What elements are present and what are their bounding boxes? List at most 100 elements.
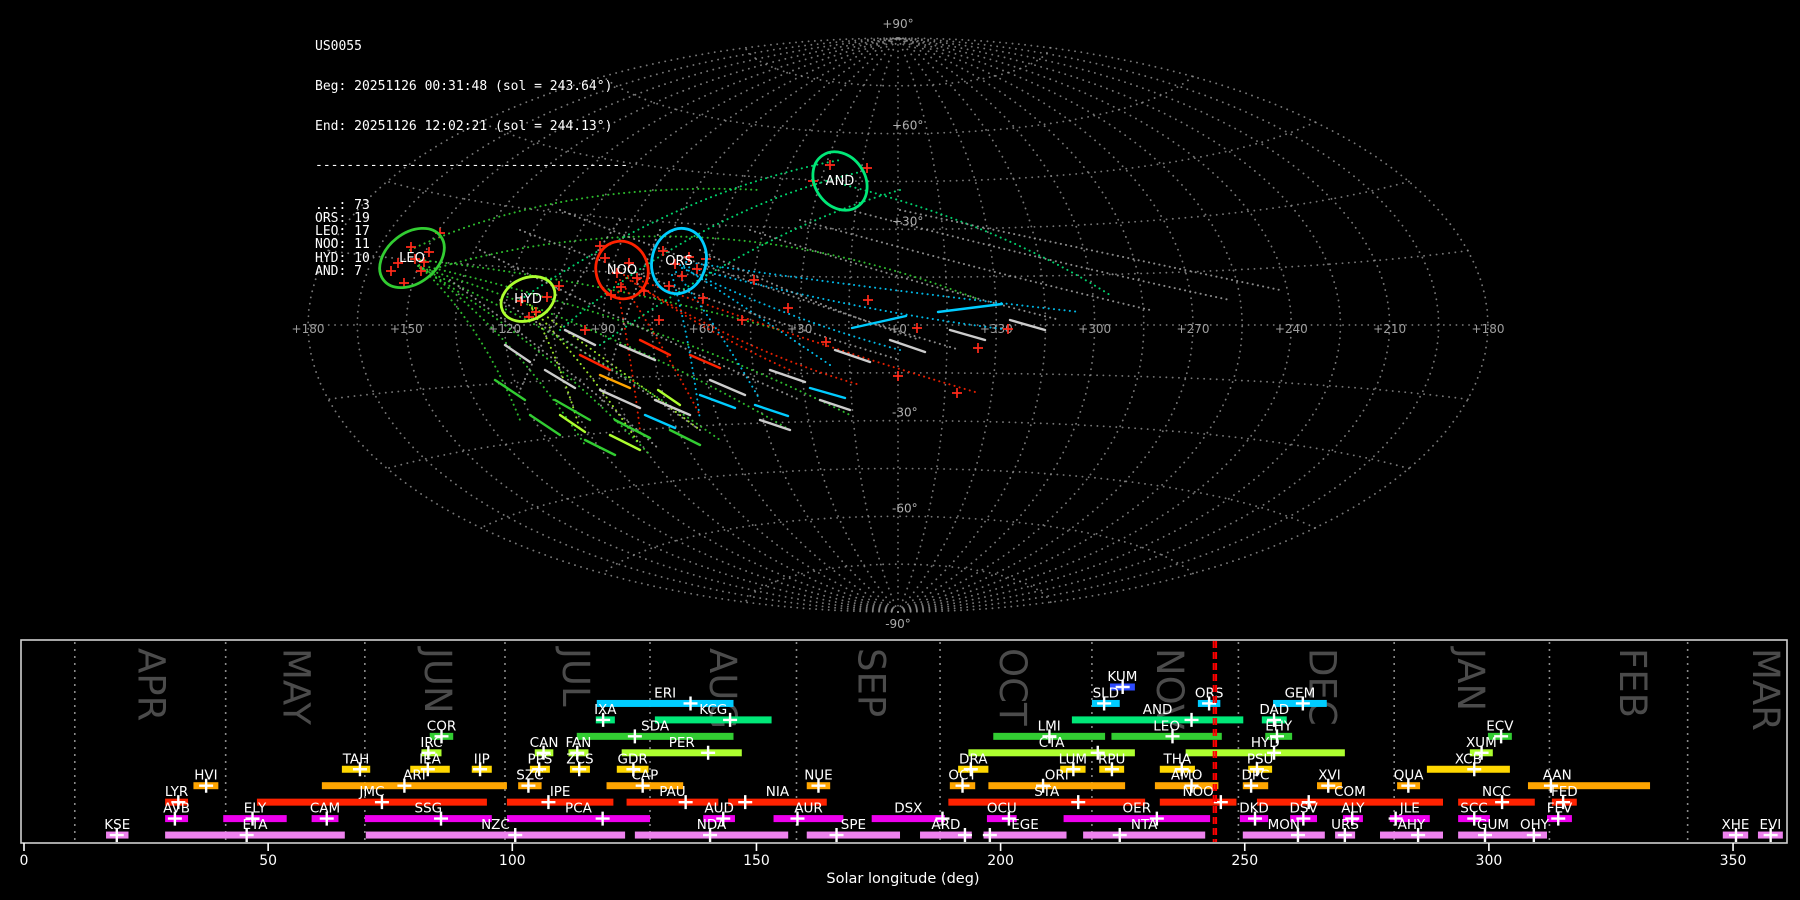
- shower-label-STA: STA: [1034, 784, 1060, 800]
- meteor-streak: [613, 418, 652, 440]
- x-axis-tick-label: 350: [1720, 853, 1747, 869]
- shower-label-OHY: OHY: [1520, 817, 1550, 833]
- grid-meridian: [897, 37, 1342, 613]
- shower-peak-marker-PSU: [1249, 762, 1264, 777]
- shower-label-COM: COM: [1334, 784, 1366, 800]
- grid-meridian: [602, 37, 899, 613]
- meteor-trail: [615, 281, 641, 431]
- shower-peak-marker-LUM: [1066, 762, 1081, 777]
- ra-label: +150: [390, 322, 423, 336]
- grid-meridian: [897, 37, 1096, 613]
- shower-label-DSX: DSX: [894, 801, 922, 817]
- radiant-marker: [677, 271, 687, 281]
- shower-peak-marker-ZCS: [572, 762, 587, 777]
- shower-count-row: ORS: 19: [315, 211, 370, 227]
- shower-peak-marker-GDR: [626, 762, 641, 777]
- meteor-streak: [708, 378, 747, 397]
- shower-label-AVB: AVB: [163, 801, 190, 817]
- shower-peak-marker-LMI: [1042, 729, 1057, 744]
- radiant-marker: [410, 254, 420, 264]
- meteor-trail: [534, 307, 701, 431]
- shower-label-RPU: RPU: [1098, 751, 1125, 767]
- shower-peak-marker-AUD: [716, 811, 731, 826]
- shower-label-FEV: FEV: [1547, 801, 1573, 817]
- radiant-marker: [516, 296, 526, 306]
- grid-meridian: [897, 37, 949, 613]
- radiant-marker: [821, 337, 831, 347]
- shower-peak-marker-DSV: [1296, 811, 1311, 826]
- month-label-DEC: DEC: [1301, 648, 1344, 726]
- x-axis-tick-label: 300: [1476, 853, 1503, 869]
- shower-label-LYR: LYR: [165, 784, 188, 800]
- shower-ellipse-label-HYD: HYD: [514, 292, 542, 307]
- shower-label-XCB: XCB: [1455, 751, 1482, 767]
- shower-ellipse-LEO: [378, 226, 446, 290]
- ra-label: +300: [1078, 322, 1111, 336]
- shower-label-SDA: SDA: [641, 718, 670, 734]
- meteor-streak: [618, 343, 657, 362]
- shower-bar-SDA: [576, 732, 734, 740]
- info-panel: US0055 Beg: 20251126 00:31:48 (sol = 243…: [315, 14, 628, 291]
- grid-meridian: [897, 37, 1391, 613]
- shower-label-FED: FED: [1551, 784, 1578, 800]
- meteor-streak: [768, 368, 807, 384]
- shower-peak-marker-GUM: [1477, 828, 1492, 843]
- radiant-marker: [612, 268, 622, 278]
- shower-label-LUM: LUM: [1059, 751, 1087, 767]
- month-label-MAR: MAR: [1744, 648, 1787, 731]
- meteor-streak: [653, 398, 692, 417]
- shower-peak-marker-OCU: [1001, 811, 1016, 826]
- shower-peak-marker-ERI: [683, 696, 698, 711]
- shower-label-SZC: SZC: [516, 768, 543, 784]
- meteor-streak: [503, 343, 532, 364]
- x-axis-tick-label: 0: [20, 853, 29, 869]
- meteor-trail: [627, 275, 976, 393]
- shower-bar-CTA: [968, 749, 1135, 757]
- shower-peak-marker-SPE: [829, 828, 844, 843]
- x-axis-tick-label: 100: [499, 853, 526, 869]
- meteor-streak: [558, 413, 587, 434]
- shower-bar-PCA: [506, 815, 651, 823]
- meteor-streak: [698, 393, 737, 410]
- radiant-marker: [406, 242, 416, 252]
- meteor-trail: [625, 277, 861, 386]
- meteor-streak: [1008, 318, 1047, 332]
- radiant-marker: [531, 307, 541, 317]
- meteor-streak: [833, 348, 872, 364]
- shower-label-XUM: XUM: [1466, 735, 1497, 751]
- shower-label-GDR: GDR: [618, 751, 648, 767]
- grid-meridian: [897, 37, 1047, 613]
- shower-label-KUM: KUM: [1107, 669, 1137, 685]
- shower-peak-marker-ORS: [1202, 696, 1217, 711]
- shower-bar-KCG: [654, 716, 772, 724]
- shower-peak-marker-ALY: [1345, 811, 1360, 826]
- shower-label-ZCS: ZCS: [566, 751, 593, 767]
- radiant-marker: [952, 388, 962, 398]
- radiant-marker: [670, 259, 680, 269]
- shower-bar-EGE: [983, 831, 1067, 839]
- grid-meridian: [356, 37, 899, 613]
- shower-label-EGE: EGE: [1011, 817, 1039, 833]
- shower-label-XHE: XHE: [1722, 817, 1750, 833]
- shower-label-DPC: DPC: [1242, 768, 1270, 784]
- shower-label-TAH: TAH: [342, 751, 370, 767]
- month-label-APR: APR: [129, 648, 172, 721]
- shower-peak-marker-DKD: [1248, 811, 1262, 826]
- shower-label-NZC: NZC: [481, 817, 510, 833]
- shower-peak-marker-QUA: [1401, 778, 1416, 793]
- shower-label-GUM: GUM: [1477, 817, 1509, 833]
- shower-label-AAN: AAN: [1543, 768, 1572, 784]
- grid-meridian: [651, 37, 899, 613]
- shower-peak-marker-ARI: [397, 778, 412, 793]
- ra-label: +180: [292, 322, 325, 336]
- month-label-JAN: JAN: [1449, 646, 1492, 711]
- shower-ellipse-label-AND: AND: [826, 174, 855, 189]
- shower-count-list: ...: 73 ORS: 19 LEO: 17 NOO: 11 HYD: 10 AND: …: [315, 199, 628, 278]
- shower-bar-SSG: [364, 815, 492, 823]
- shower-label-LMI: LMI: [1038, 718, 1061, 734]
- ra-label: +90: [590, 322, 615, 336]
- shower-ellipse-ORS: [650, 226, 708, 296]
- shower-peak-marker-PCA: [595, 811, 610, 826]
- meteor-trail: [423, 265, 851, 416]
- shower-peak-marker-XVI: [1321, 778, 1336, 793]
